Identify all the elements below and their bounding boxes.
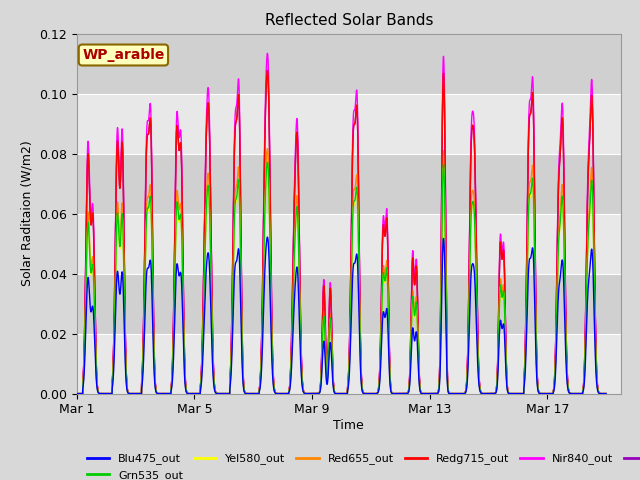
Text: WP_arable: WP_arable bbox=[82, 48, 164, 62]
Bar bbox=[77, 34, 621, 94]
Bar bbox=[77, 274, 621, 334]
Bar bbox=[77, 214, 621, 274]
Bar bbox=[77, 154, 621, 214]
Bar bbox=[77, 334, 621, 394]
Bar bbox=[77, 94, 621, 154]
Legend: Blu475_out, Grn535_out, Yel580_out, Red655_out, Redg715_out, Nir840_out, Nir945_: Blu475_out, Grn535_out, Yel580_out, Red6… bbox=[83, 449, 640, 480]
Y-axis label: Solar Raditaion (W/m2): Solar Raditaion (W/m2) bbox=[20, 141, 33, 287]
X-axis label: Time: Time bbox=[333, 419, 364, 432]
Title: Reflected Solar Bands: Reflected Solar Bands bbox=[264, 13, 433, 28]
